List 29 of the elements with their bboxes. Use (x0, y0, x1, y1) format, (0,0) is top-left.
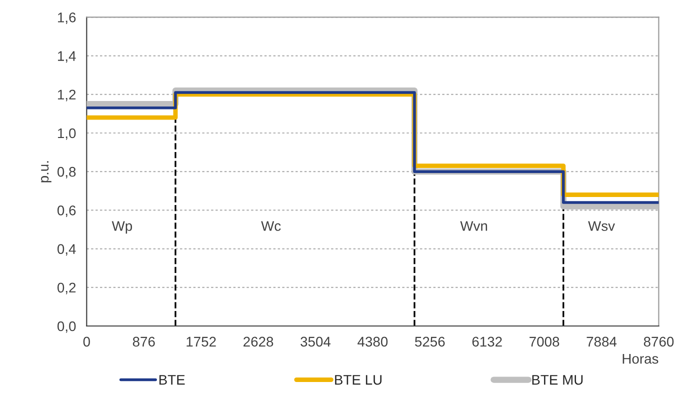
x-tick-label: 3504 (300, 336, 331, 347)
y-tick-label: 1,6 (58, 12, 76, 24)
y-tick-label: 0,0 (57, 321, 76, 333)
annotation: Wc (261, 221, 281, 231)
x-tick-label: 4380 (358, 336, 388, 347)
legend-label: BTE (159, 375, 185, 385)
y-tick-label: 1,2 (58, 90, 76, 102)
x-tick-label: 7884 (586, 336, 617, 347)
y-tick-label: 0,8 (57, 166, 76, 178)
x-tick-label: 1752 (186, 336, 216, 347)
x-tick-label: 7008 (530, 336, 560, 347)
y-tick-label: 1,4 (58, 51, 76, 63)
x-axis-title: Horas (622, 354, 658, 364)
x-tick-label: 6132 (472, 336, 502, 347)
y-tick-label: 0,6 (57, 206, 76, 218)
y-tick-label: 0,2 (57, 282, 76, 294)
x-tick-label: 876 (132, 336, 155, 347)
annotation: Wvn (460, 221, 488, 231)
annotation: Wsv (588, 221, 615, 231)
x-tick-label: 2628 (244, 336, 274, 347)
y-tick-label: 0,4 (57, 244, 76, 256)
y-tick-label: 1,0 (58, 128, 76, 140)
x-tick-label: 5256 (415, 336, 445, 347)
x-tick-label: 0 (83, 336, 90, 347)
annotation: Wp (112, 221, 132, 234)
legend-label: BTE MU (532, 375, 583, 385)
legend-label: BTE LU (335, 375, 382, 385)
y-axis-title: p.u. (41, 161, 52, 182)
x-tick-label: 8760 (644, 336, 674, 347)
